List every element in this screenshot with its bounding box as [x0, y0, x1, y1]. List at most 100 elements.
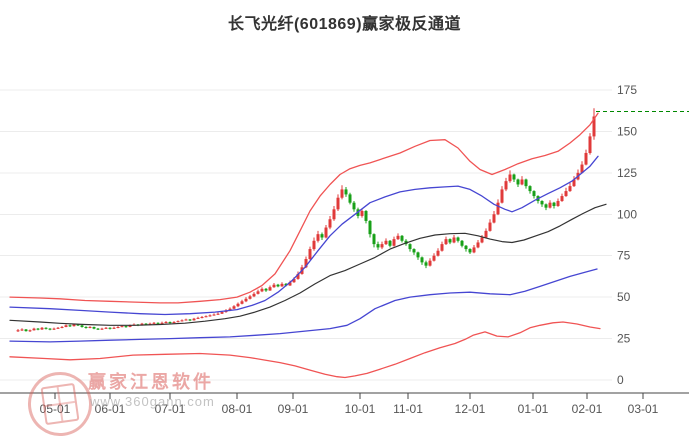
candle-body: [464, 245, 468, 250]
x-axis-label: 11-01: [393, 402, 423, 416]
candle-body: [272, 284, 276, 288]
y-axis-label: 50: [617, 290, 631, 304]
candle-body: [164, 322, 168, 323]
candle-body: [444, 239, 448, 245]
candle-body: [416, 252, 420, 258]
candle-body: [20, 329, 24, 331]
candle-body: [432, 255, 436, 261]
candle-body: [252, 293, 256, 297]
candle-body: [496, 202, 500, 215]
candle-body: [256, 291, 260, 294]
candle-body: [240, 301, 244, 304]
candle-body: [32, 328, 36, 331]
x-axis-label: 09-01: [278, 402, 309, 416]
candle-body: [268, 287, 272, 291]
candle-body: [504, 181, 508, 190]
candle-body: [592, 116, 596, 137]
candle-body: [192, 318, 196, 321]
candle-body: [380, 244, 384, 248]
candle-body: [580, 164, 584, 173]
candle-body: [84, 326, 88, 328]
x-axis-label: 02-01: [572, 402, 603, 416]
candle-body: [544, 204, 548, 208]
y-axis-label: 0: [617, 373, 624, 387]
candle-body: [484, 230, 488, 238]
candle-body: [40, 327, 44, 330]
candle-body: [512, 174, 516, 180]
candle-body: [528, 186, 532, 192]
candle-body: [560, 196, 564, 202]
candle-body: [196, 317, 200, 319]
candle-body: [156, 322, 160, 324]
candle-body: [364, 210, 368, 221]
candle-body: [248, 296, 252, 299]
candle-body: [556, 201, 560, 206]
candle-body: [456, 237, 460, 241]
candle-body: [548, 202, 552, 208]
candle-body: [216, 313, 220, 315]
candle-body: [288, 282, 292, 286]
x-axis-label: 10-01: [345, 402, 376, 416]
y-axis-label: 125: [617, 166, 637, 180]
price-chart: 0 25 50 75 100 125 150 175 05-01 06-01 07-01 08-01 0…: [0, 83, 689, 416]
candle-body: [424, 262, 428, 266]
candle-body: [420, 257, 424, 263]
candle-body: [124, 326, 128, 328]
candle-body: [552, 202, 556, 206]
candle-body: [428, 260, 432, 266]
channel-line-inner-top-blue: [9, 155, 599, 316]
candle-body: [508, 174, 512, 182]
candle-body: [568, 186, 572, 192]
candle-body: [176, 321, 180, 323]
y-axis-label: 25: [617, 332, 631, 346]
candle-body: [160, 322, 164, 324]
x-axis-label: 08-01: [222, 402, 253, 416]
candle-body: [152, 322, 156, 324]
candle-body: [500, 189, 504, 203]
candle-body: [516, 179, 520, 185]
candle-body: [172, 322, 176, 323]
candle-body: [524, 179, 528, 187]
candle-body: [80, 325, 84, 327]
candle-body: [452, 237, 456, 243]
candle-body: [280, 283, 284, 287]
candle-body: [296, 273, 300, 279]
candle-body: [436, 250, 440, 256]
candle-body: [324, 227, 328, 238]
candle-body: [76, 324, 80, 326]
price-chart-svg: 0 25 50 75 100 125 150 175 05-01 06-01 07-01 08-01 0…: [0, 83, 689, 416]
candle-body: [96, 328, 100, 330]
candle-body: [540, 201, 544, 205]
candle-body: [352, 202, 356, 210]
candle-body: [116, 326, 120, 328]
y-axis-label: 100: [617, 207, 637, 221]
candle-body: [92, 326, 96, 329]
candle-body: [212, 314, 216, 316]
candle-body: [168, 322, 172, 323]
x-axis-label: 06-01: [95, 402, 126, 416]
candle-body: [68, 325, 72, 327]
candle-body: [392, 239, 396, 246]
candle-body: [312, 240, 316, 250]
candle-body: [492, 214, 496, 223]
candle-body: [396, 235, 400, 240]
candle-body: [64, 325, 68, 327]
candle-body: [408, 244, 412, 250]
candle-body: [412, 249, 416, 253]
candle-body: [144, 323, 148, 325]
candle-body: [148, 323, 152, 325]
candle-body: [360, 210, 364, 216]
candle-body: [368, 220, 372, 235]
candle-body: [180, 320, 184, 322]
candle-body: [28, 330, 32, 332]
candle-body: [244, 298, 248, 302]
candle-body: [488, 222, 492, 231]
candle-body: [276, 284, 280, 287]
candle-body: [56, 327, 60, 329]
y-axis-label: 75: [617, 249, 631, 263]
channel-line-outer-bottom-red: [9, 321, 601, 379]
candle-body: [236, 303, 240, 307]
candle-body: [104, 327, 108, 329]
candle-body: [88, 326, 92, 328]
candle-body: [320, 234, 324, 238]
